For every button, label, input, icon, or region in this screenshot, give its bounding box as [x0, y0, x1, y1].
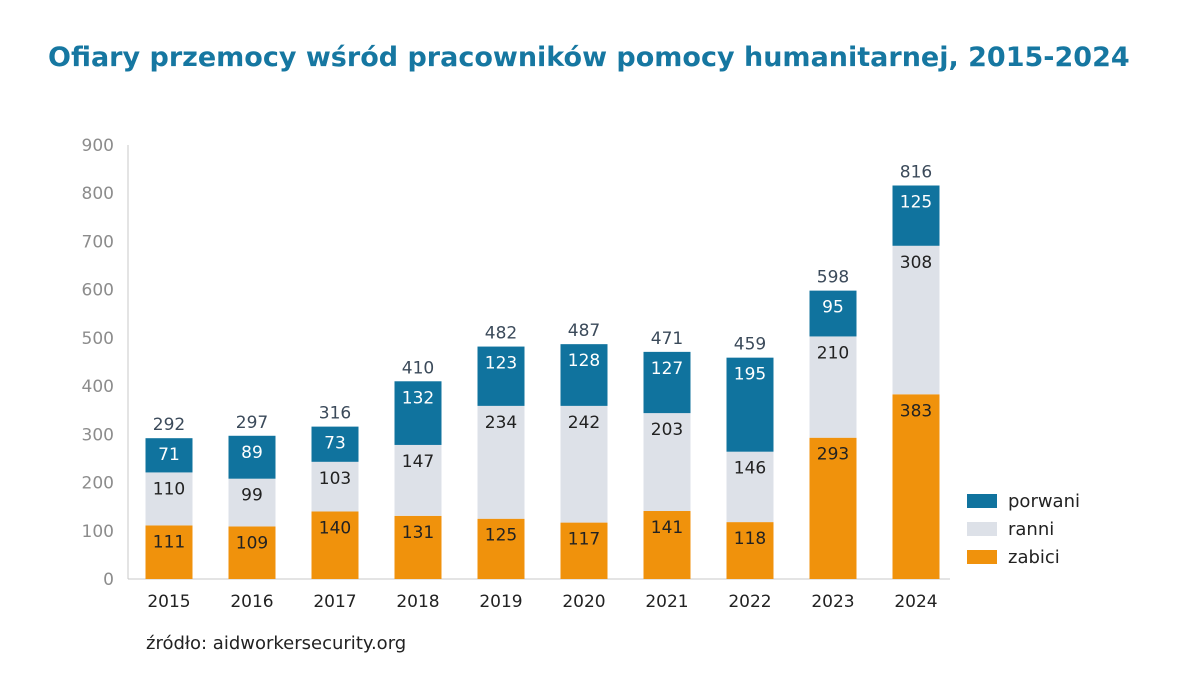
total-label: 482: [485, 324, 517, 344]
bar-segment-ranni: [477, 405, 525, 519]
data-label-ranni: 203: [651, 420, 683, 440]
total-label: 598: [817, 268, 849, 288]
total-label: 471: [651, 329, 683, 349]
data-label-zabici: 293: [817, 445, 849, 465]
x-tick-label: 2022: [728, 592, 771, 612]
data-label-zabici: 383: [900, 401, 932, 421]
bar-segment-zabici: [892, 394, 940, 579]
bar-segment-ranni: [809, 336, 857, 438]
data-label-zabici: 141: [651, 518, 683, 538]
bar-segment-ranni: [311, 461, 359, 512]
bar-segment-ranni: [892, 245, 940, 395]
data-label-zabici: 109: [236, 533, 268, 553]
data-label-zabici: 111: [153, 532, 185, 552]
data-label-porwani: 125: [900, 193, 932, 213]
x-tick-label: 2020: [562, 592, 605, 612]
y-tick-label: 0: [103, 570, 114, 590]
x-tick-label: 2019: [479, 592, 522, 612]
data-label-ranni: 110: [153, 479, 185, 499]
data-label-porwani: 127: [651, 359, 683, 379]
bar-segment-porwani: [394, 381, 442, 445]
legend-label-ranni: ranni: [1008, 519, 1054, 540]
y-tick-label: 900: [82, 136, 114, 156]
bar-segment-ranni: [560, 405, 608, 523]
bar-segment-zabici: [311, 511, 359, 579]
bar-segment-porwani: [809, 290, 857, 337]
data-label-porwani: 123: [485, 354, 517, 374]
y-tick-label: 700: [82, 232, 114, 252]
bar-segment-ranni: [643, 413, 691, 512]
data-label-porwani: 73: [324, 434, 346, 454]
bar-segment-ranni: [228, 478, 276, 527]
data-label-ranni: 146: [734, 459, 766, 479]
total-label: 487: [568, 321, 600, 341]
data-label-porwani: 71: [158, 445, 180, 465]
y-tick-label: 600: [82, 281, 114, 301]
data-label-zabici: 140: [319, 518, 351, 538]
x-tick-label: 2023: [811, 592, 854, 612]
x-tick-label: 2021: [645, 592, 688, 612]
bar-segment-porwani: [228, 435, 276, 479]
x-tick-label: 2016: [230, 592, 273, 612]
x-tick-label: 2018: [396, 592, 439, 612]
source-note: źródło: aidworkersecurity.org: [146, 633, 407, 654]
total-label: 816: [900, 163, 932, 183]
data-label-ranni: 147: [402, 452, 434, 472]
bar-segment-zabici: [560, 522, 608, 579]
bar-segment-zabici: [643, 511, 691, 579]
total-label: 292: [153, 415, 185, 435]
y-tick-label: 800: [82, 184, 114, 204]
bar-segment-porwani: [560, 344, 608, 406]
data-label-zabici: 125: [485, 526, 517, 546]
bar-segment-zabici: [477, 518, 525, 579]
bar-segment-ranni: [145, 472, 193, 526]
bar-segment-porwani: [145, 438, 193, 473]
data-label-porwani: 95: [822, 298, 844, 318]
y-tick-label: 300: [82, 425, 114, 445]
bar-segment-porwani: [311, 426, 359, 462]
bar-segment-ranni: [726, 451, 774, 523]
y-tick-label: 200: [82, 474, 114, 494]
y-tick-label: 100: [82, 522, 114, 542]
bar-segment-ranni: [394, 444, 442, 516]
x-tick-label: 2024: [894, 592, 937, 612]
data-label-zabici: 117: [568, 530, 600, 550]
bar-segment-porwani: [892, 185, 940, 246]
data-label-ranni: 210: [817, 343, 849, 363]
data-label-zabici: 118: [734, 529, 766, 549]
chart-title: Ofiary przemocy wśród pracowników pomocy…: [48, 42, 1130, 73]
bar-segment-zabici: [726, 522, 774, 579]
bar-segment-zabici: [809, 437, 857, 579]
data-label-ranni: 234: [485, 413, 517, 433]
bar-segment-zabici: [228, 526, 276, 579]
bar-segment-porwani: [726, 357, 774, 452]
data-label-porwani: 132: [402, 388, 434, 408]
legend-label-porwani: porwani: [1008, 491, 1080, 512]
legend-swatch-ranni: [967, 522, 997, 536]
x-tick-label: 2015: [147, 592, 190, 612]
total-label: 459: [734, 335, 766, 355]
total-label: 316: [319, 404, 351, 424]
legend-swatch-zabici: [967, 550, 997, 564]
bar-segment-zabici: [394, 515, 442, 579]
data-label-porwani: 89: [241, 443, 263, 463]
bar-segment-porwani: [477, 346, 525, 406]
data-label-ranni: 242: [568, 413, 600, 433]
data-label-ranni: 103: [319, 469, 351, 489]
bar-segment-zabici: [145, 525, 193, 579]
data-label-porwani: 195: [734, 365, 766, 385]
data-label-zabici: 131: [402, 523, 434, 543]
x-tick-label: 2017: [313, 592, 356, 612]
total-label: 297: [236, 413, 268, 433]
legend-label-zabici: zabici: [1008, 547, 1060, 568]
data-label-ranni: 308: [900, 253, 932, 273]
bar-segment-porwani: [643, 351, 691, 414]
legend-swatch-porwani: [967, 494, 997, 508]
data-label-porwani: 128: [568, 351, 600, 371]
y-tick-label: 400: [82, 377, 114, 397]
data-label-ranni: 99: [241, 486, 263, 506]
y-tick-label: 500: [82, 329, 114, 349]
total-label: 410: [402, 358, 434, 378]
